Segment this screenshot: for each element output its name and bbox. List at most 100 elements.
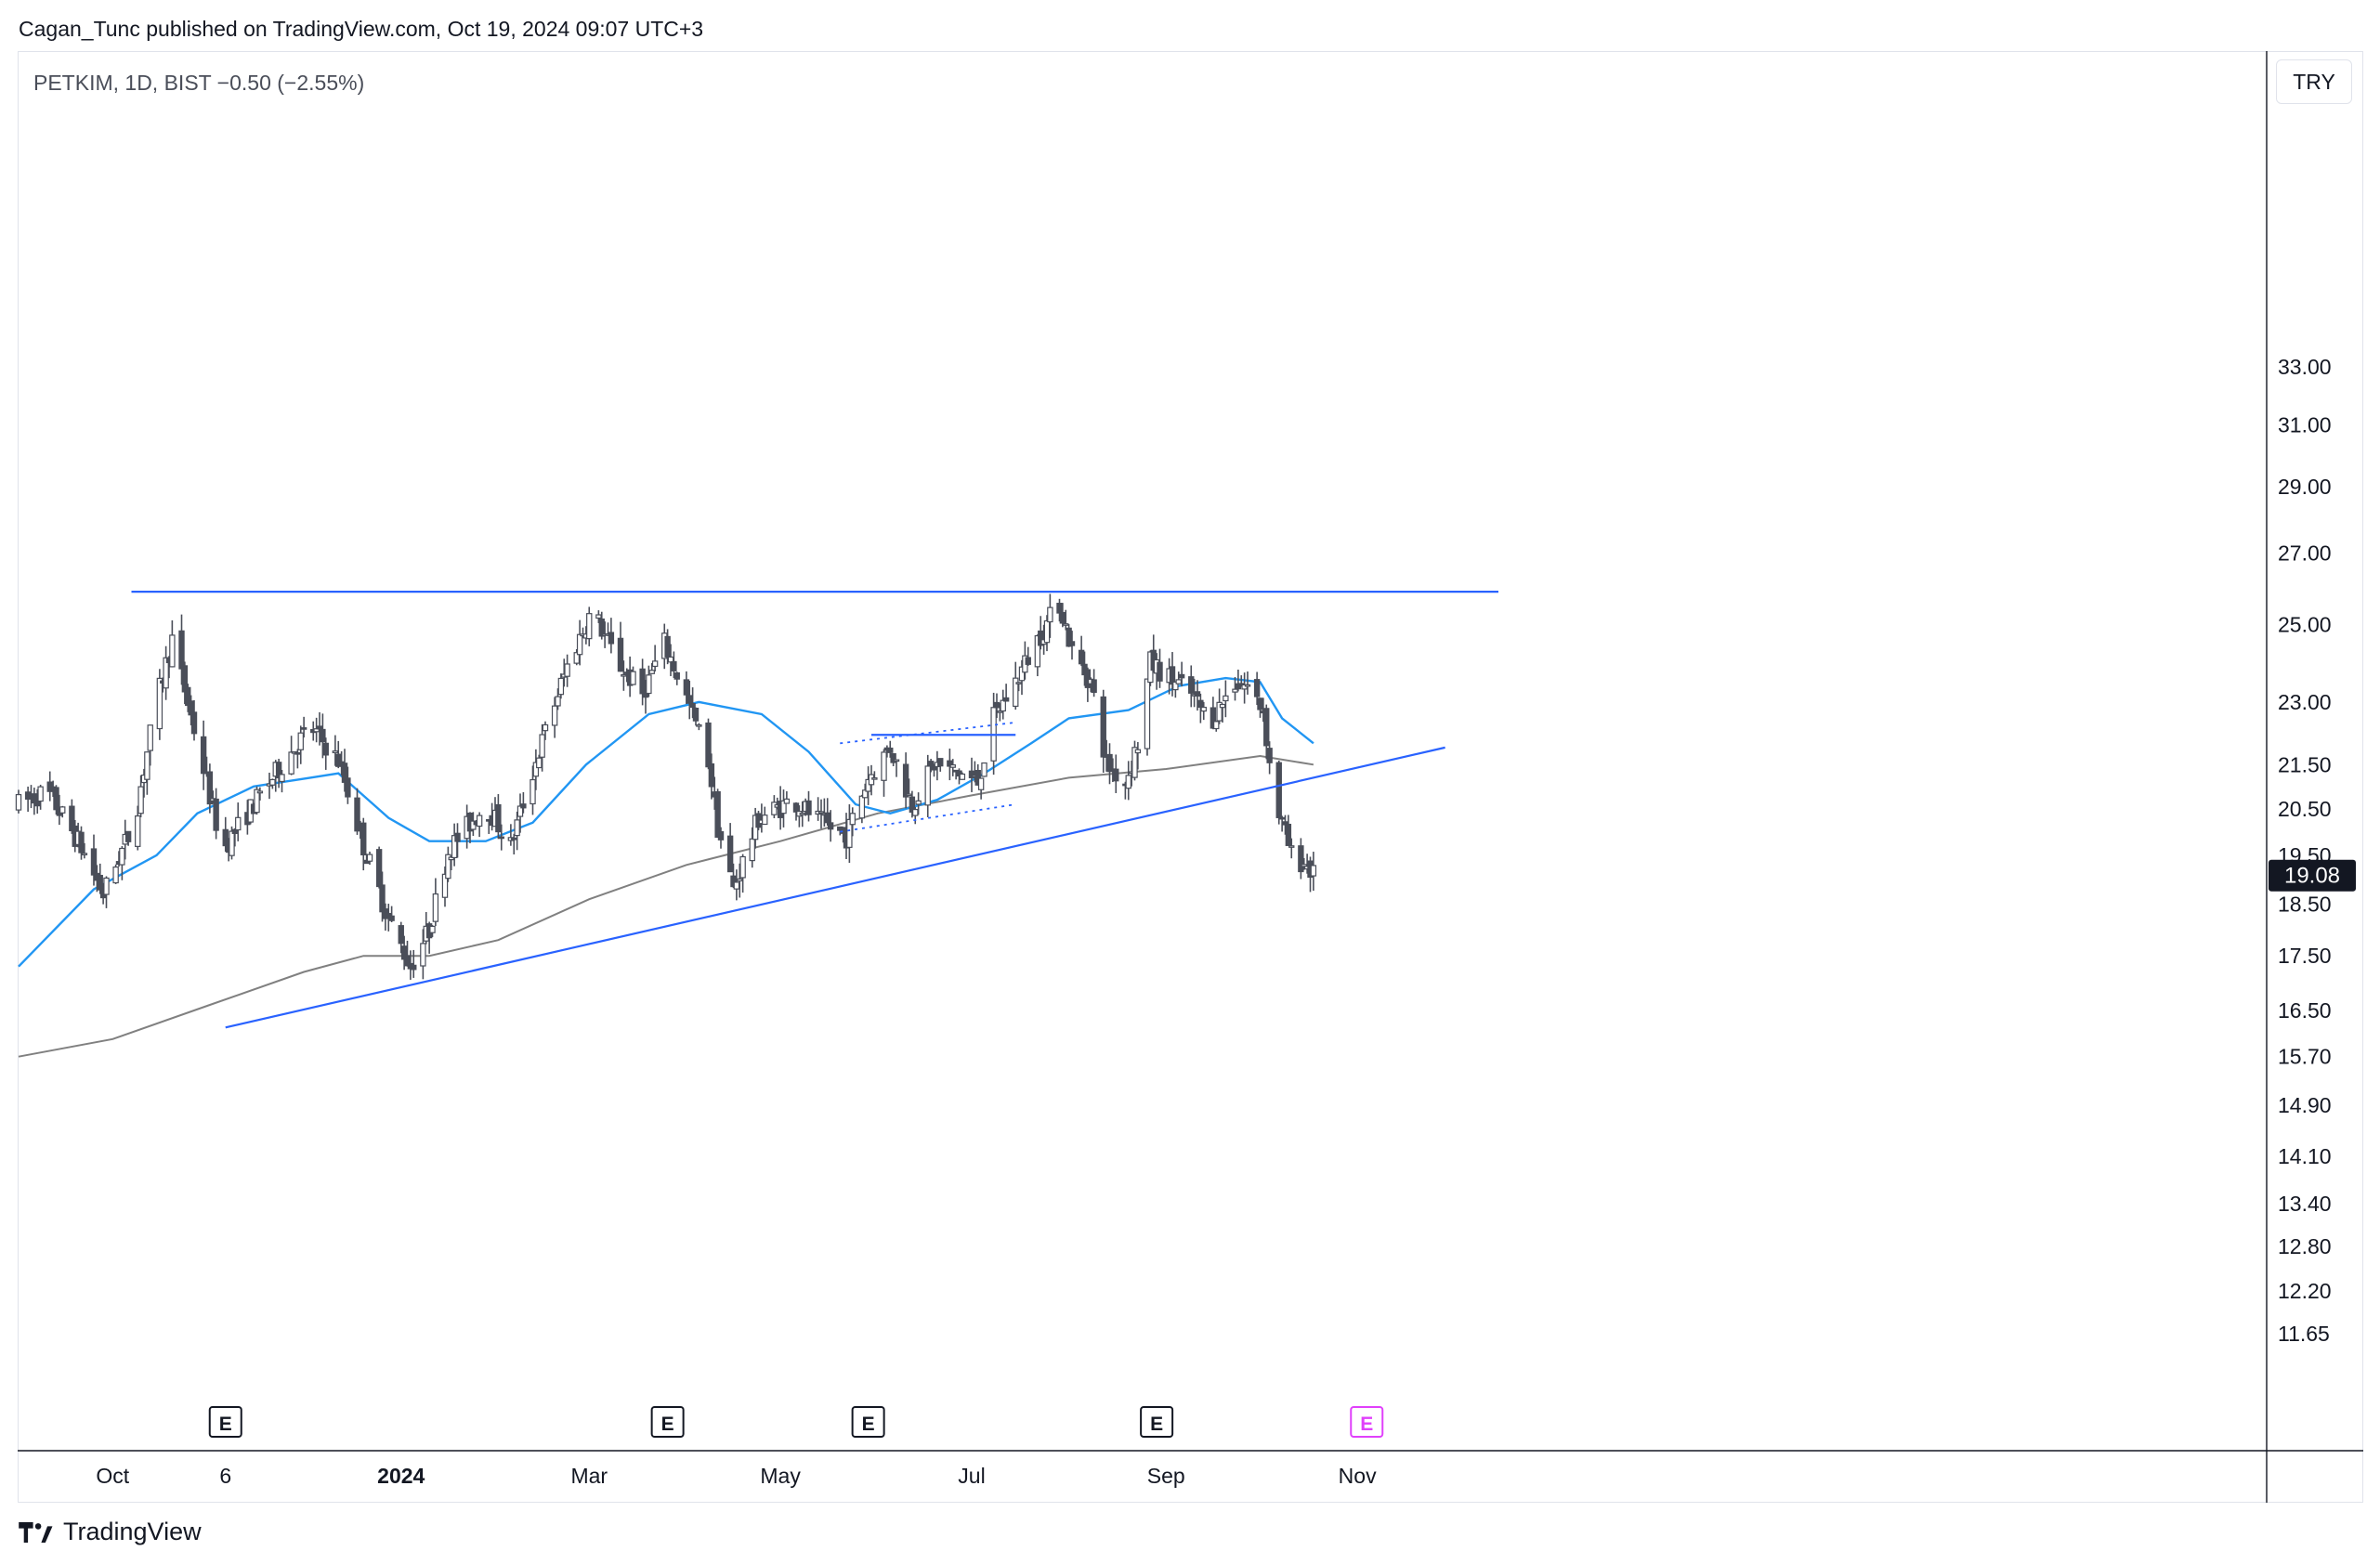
candle-body (254, 789, 260, 814)
candle-body (959, 773, 966, 780)
earnings-icon[interactable]: E (851, 1406, 885, 1438)
candle-body (783, 798, 791, 804)
candle-body (705, 722, 712, 768)
time-tick-label: Nov (1339, 1464, 1377, 1488)
symbol-legend[interactable]: PETKIM, 1D, BIST −0.50 (−2.55%) (33, 71, 365, 95)
candle-body (69, 805, 75, 832)
earnings-badge-box (1350, 1406, 1384, 1438)
price-tick-label: 21.50 (2278, 752, 2332, 776)
time-tick-label: Mar (570, 1464, 608, 1488)
earnings-badge-label: E (661, 1414, 674, 1435)
ascending-trendline (225, 746, 1445, 1029)
candle-body (780, 800, 787, 815)
candle-body (902, 763, 909, 798)
price-tick-label: 17.50 (2278, 944, 2332, 968)
price-tick-label: 14.90 (2278, 1093, 2332, 1117)
candle-body (1078, 649, 1085, 665)
candle-body (454, 832, 461, 842)
candle-body (683, 679, 690, 696)
candle-body (586, 613, 593, 640)
candle-body (608, 632, 615, 645)
price-tick-label: 20.50 (2278, 797, 2332, 821)
earnings-badge-box (650, 1406, 685, 1438)
candle-body (432, 893, 439, 922)
candle-body (1056, 603, 1063, 614)
candle-body (651, 660, 659, 668)
candle-body (692, 707, 700, 722)
candle-body (269, 778, 276, 786)
time-tick-label: 6 (219, 1464, 231, 1488)
candle-body (137, 786, 144, 815)
candle-body (1157, 661, 1163, 682)
candle-body (1015, 682, 1022, 684)
time-tick-label: 2024 (377, 1464, 425, 1488)
candle-body (817, 811, 825, 815)
candle-body (664, 635, 671, 658)
candle-body (1068, 641, 1076, 646)
candle-body (332, 750, 339, 754)
candle-body (1034, 634, 1041, 668)
candle-body (1219, 703, 1226, 709)
brand-footer[interactable]: TradingView (19, 1518, 202, 1546)
candle-body (178, 630, 185, 670)
earnings-icon[interactable]: E (650, 1406, 685, 1438)
candle-body (112, 866, 119, 884)
candle-body (827, 822, 834, 830)
time-axis: Oct 6 2024 Mar May Jul Sep Nov (96, 1464, 1377, 1488)
candle-body (1200, 706, 1207, 712)
candle-body (648, 670, 655, 674)
price-tick-label: 12.20 (2278, 1279, 2332, 1303)
candle-body (532, 762, 540, 777)
candle-body (749, 838, 755, 862)
candle-body (476, 815, 483, 828)
earnings-icon[interactable]: E (1140, 1406, 1174, 1438)
candle-body (621, 673, 627, 677)
candle-body (1257, 697, 1263, 710)
candle-body (555, 696, 561, 707)
candle-body (375, 849, 383, 888)
brand-name: TradingView (63, 1518, 202, 1545)
candle-body (398, 925, 404, 945)
candle-body (1263, 708, 1270, 747)
candle-body (1210, 707, 1217, 729)
candle-body (15, 794, 22, 811)
candle-body (689, 703, 696, 709)
candle-body (617, 637, 624, 672)
candle-body (316, 725, 323, 730)
candle-body (103, 877, 110, 895)
earnings-badge-label: E (219, 1414, 232, 1435)
price-tick-label: 13.40 (2278, 1192, 2332, 1216)
candle-body (536, 757, 543, 769)
candle-body (345, 777, 351, 798)
time-tick-label: Oct (96, 1464, 129, 1488)
candle-body (144, 751, 150, 780)
candle-body (520, 803, 527, 809)
candle-body (147, 724, 153, 751)
candle-body (927, 761, 935, 767)
candle-body (222, 828, 229, 847)
candle-body (890, 753, 896, 763)
candle-body (156, 677, 163, 730)
earnings-icon[interactable]: E (208, 1406, 242, 1438)
tradingview-logo-icon (19, 1521, 53, 1543)
currency-button[interactable]: TRY (2276, 59, 2352, 104)
earnings-upcoming-icon[interactable]: E (1350, 1406, 1384, 1438)
price-tick-label: 11.65 (2278, 1322, 2330, 1346)
candle-body (411, 964, 417, 971)
candle-body (300, 727, 307, 730)
candle-body (1144, 678, 1151, 749)
candle-body (557, 677, 565, 696)
candle-body (294, 751, 301, 755)
candle-body (639, 668, 646, 695)
candle-body (37, 786, 44, 802)
candle-body (498, 836, 504, 840)
earnings-badge-box (208, 1406, 242, 1438)
candle-body (673, 671, 680, 680)
earnings-badge-box (851, 1406, 885, 1438)
last-price-badge (2269, 859, 2356, 892)
candle-body (206, 771, 214, 805)
candle-body (229, 830, 235, 856)
candle-body (906, 793, 912, 797)
